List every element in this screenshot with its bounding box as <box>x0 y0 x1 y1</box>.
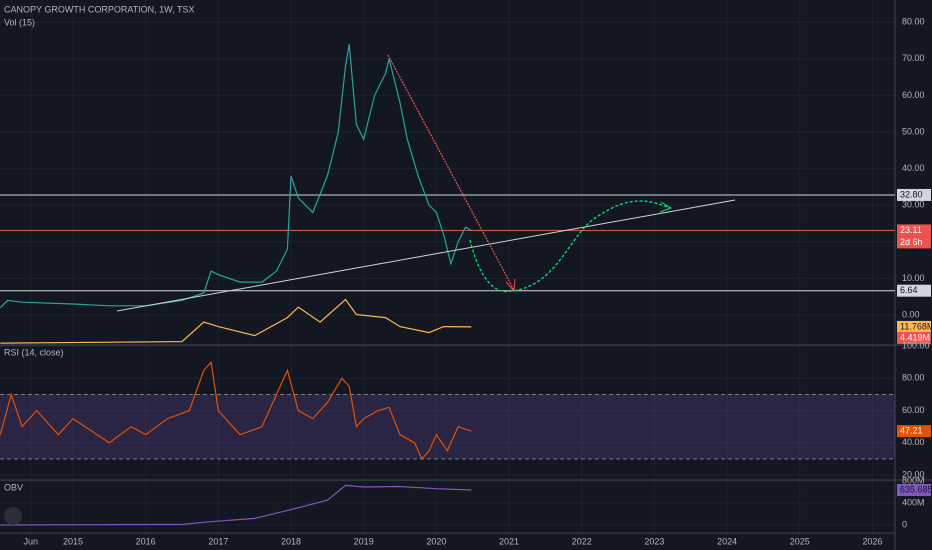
y-tick-label: 20.00 <box>902 469 925 479</box>
x-tick-label: 2016 <box>136 536 156 546</box>
last-value-label: 47.21 <box>900 426 923 436</box>
green-forecast <box>469 200 671 293</box>
volume-label: 4.419M <box>900 332 930 342</box>
last-value-label-box <box>897 320 931 333</box>
x-tick-label: 2024 <box>717 536 737 546</box>
x-tick-label: 2023 <box>644 536 664 546</box>
series-line <box>0 44 472 309</box>
countdown: 2d 6h <box>900 237 923 247</box>
x-tick-label: 2021 <box>499 536 519 546</box>
arrow-head <box>659 201 673 213</box>
y-tick-label: 100.00 <box>902 341 930 351</box>
x-tick-label: 2017 <box>208 536 228 546</box>
volume-label-box <box>897 331 931 344</box>
y-tick-label: 800M <box>902 475 925 485</box>
series-line <box>0 298 472 344</box>
y-tick-label: 30.00 <box>902 200 925 210</box>
trend-line <box>116 199 736 312</box>
y-tick-label: 40.00 <box>902 437 925 447</box>
last-value-label: 11.768M <box>900 321 932 331</box>
logo[interactable] <box>4 507 22 525</box>
series-line <box>0 360 472 460</box>
x-tick-label: 2026 <box>862 536 882 546</box>
y-tick-label: 10.00 <box>902 273 925 283</box>
y-tick-label: 0.00 <box>902 309 920 319</box>
arrow-head <box>505 278 516 293</box>
countdown-box <box>897 236 931 249</box>
y-tick-label: 60.00 <box>902 405 925 415</box>
x-tick-label: 2015 <box>63 536 83 546</box>
level-label: 6.64 <box>900 285 918 295</box>
level-label-box <box>897 284 931 297</box>
series-line <box>0 484 472 526</box>
pane-title: Vol (15) <box>4 17 35 27</box>
x-tick-label: 2022 <box>572 536 592 546</box>
last-value-label-box <box>897 425 931 438</box>
red-arrow <box>387 54 515 291</box>
y-tick-label: 80.00 <box>902 373 925 383</box>
x-tick-label: 2025 <box>790 536 810 546</box>
pane-title: CANOPY GROWTH CORPORATION, 1W, TSX <box>4 4 195 14</box>
level-label: 23.11 <box>900 225 922 235</box>
rsi-band <box>0 394 895 459</box>
x-tick-label: 2018 <box>281 536 301 546</box>
level-label: 32.80 <box>900 189 923 199</box>
level-label-box <box>897 188 931 201</box>
y-tick-label: 400M <box>902 497 925 507</box>
last-value-label: 635.685M <box>900 484 932 494</box>
pane-title: RSI (14, close) <box>4 347 64 357</box>
y-tick-label: 70.00 <box>902 53 925 63</box>
y-tick-label: 60.00 <box>902 90 925 100</box>
x-tick-label: Jun <box>24 536 39 546</box>
labels: Jun 2015 2016 2017 2018 2019 2020 2021 2022 2023 2… <box>24 17 932 547</box>
pane-title: OBV <box>4 482 23 492</box>
x-tick-label: 2020 <box>426 536 446 546</box>
level-label-box <box>897 224 931 237</box>
y-tick-label: 80.00 <box>902 17 925 27</box>
y-tick-label: 50.00 <box>902 126 925 136</box>
y-tick-label: 0 <box>902 519 907 529</box>
grid <box>0 0 895 533</box>
plot <box>0 44 895 526</box>
last-value-label-box <box>897 484 931 497</box>
x-tick-label: 2019 <box>354 536 374 546</box>
y-tick-label: 40.00 <box>902 163 925 173</box>
